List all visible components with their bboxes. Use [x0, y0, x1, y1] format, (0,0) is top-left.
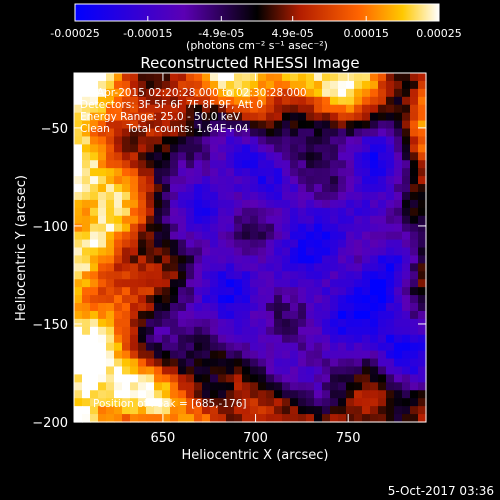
heatmap-image: [74, 73, 427, 423]
colorbar-tick-labels: -0.00025 -0.00015 -4.9e-05 4.9e-05 0.00015 0.…: [50, 27, 461, 40]
annotation-peak-position: Position of Peak = [685,-176]: [93, 398, 247, 410]
x-tick-label: 650: [151, 431, 176, 446]
colorbar-ticks: [74, 16, 440, 21]
plot-frame: [73, 72, 427, 423]
y-tick-label: −50: [41, 122, 68, 137]
colorbar-tick-label: -4.9e-05: [198, 27, 244, 40]
y-axis-label: Heliocentric Y (arcsec): [14, 175, 29, 321]
axis-ticks: [74, 73, 426, 423]
x-tick-labels: 650 700 750: [151, 431, 361, 446]
colorbar-tick-label: 0.00025: [416, 27, 462, 40]
y-tick-labels: −50 −100 −150 −200: [32, 122, 68, 431]
y-tick-label: −150: [32, 318, 68, 333]
y-tick-label: −200: [32, 416, 68, 431]
footer-timestamp: 5-Oct-2017 03:36: [388, 484, 494, 498]
x-tick-label: 750: [336, 431, 361, 446]
colorbar-tick-label: -0.00025: [50, 27, 99, 40]
annotation-time-range: 26-Apr-2015 02:20:28.000 to 02:30:28.000: [80, 87, 307, 99]
y-tick-label: −100: [32, 220, 68, 235]
annotation-energy-range: Energy Range: 25.0 - 50.0 keV: [80, 111, 241, 123]
x-tick-label: 700: [243, 431, 268, 446]
colorbar-tick-label: -0.00015: [123, 27, 172, 40]
chart-title: Reconstructed RHESSI Image: [140, 54, 359, 72]
colorbar-unit-label: (photons cm⁻² s⁻¹ asec⁻²): [186, 39, 328, 52]
annotation-clean-counts: Clean Total counts: 1.64E+04: [80, 123, 249, 135]
x-axis-label: Heliocentric X (arcsec): [182, 448, 329, 463]
colorbar-tick-label: 4.9e-05: [272, 27, 314, 40]
colorbar-tick-label: 0.00015: [343, 27, 389, 40]
colorbar: [74, 3, 440, 22]
annotation-detectors: Detectors: 3F 5F 6F 7F 8F 9F, Att 0: [80, 99, 263, 111]
